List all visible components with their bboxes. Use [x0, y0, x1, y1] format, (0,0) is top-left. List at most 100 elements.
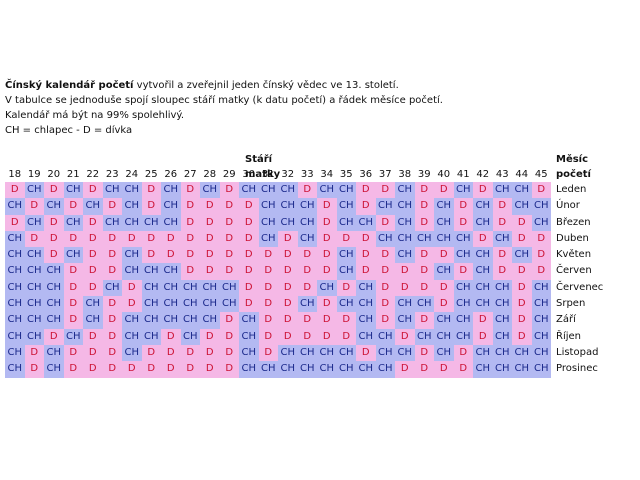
gender-cell: CH	[44, 312, 64, 329]
age-label: 20	[47, 169, 61, 180]
gender-cell: D	[336, 328, 356, 345]
gender-cell: D	[375, 312, 395, 329]
gender-cell: CH	[453, 230, 473, 248]
gender-cell: CH	[297, 296, 317, 313]
gender-cell: CH	[5, 328, 25, 345]
gender-cell: D	[317, 247, 337, 264]
gender-cell: CH	[434, 230, 454, 248]
gender-cell: CH	[473, 198, 493, 215]
gender-cell: CH	[258, 198, 278, 215]
gender-cell: D	[356, 182, 376, 199]
gender-cell: CH	[122, 263, 142, 280]
age-label: 41	[456, 169, 470, 180]
gender-cell: D	[375, 214, 395, 231]
gender-cell: D	[492, 263, 512, 280]
gender-cell: CH	[122, 182, 142, 199]
gender-cell: D	[375, 263, 395, 280]
month-label: Leden	[556, 184, 587, 195]
intro-line: V tabulce se jednoduše spojí sloupec stá…	[5, 95, 443, 106]
gender-cell: D	[102, 361, 122, 378]
gender-cell: D	[258, 312, 278, 329]
gender-cell: D	[219, 312, 239, 329]
gender-cell: CH	[473, 247, 493, 264]
gender-cell: D	[434, 279, 454, 297]
gender-cell: CH	[395, 230, 415, 248]
gender-cell: D	[239, 247, 259, 264]
gender-cell: D	[395, 361, 415, 378]
gender-cell: D	[258, 279, 278, 297]
gender-cell: CH	[356, 361, 376, 378]
gender-cell: D	[102, 312, 122, 329]
gender-cell: CH	[219, 296, 239, 313]
gender-cell: D	[102, 296, 122, 313]
gender-cell: D	[453, 198, 473, 215]
gender-cell: D	[83, 247, 103, 264]
gender-cell: D	[434, 182, 454, 199]
gender-cell: D	[219, 198, 239, 215]
gender-cell: CH	[434, 263, 454, 280]
gender-cell: CH	[336, 198, 356, 215]
gender-cell: D	[44, 247, 64, 264]
gender-cell: CH	[141, 312, 161, 329]
gender-cell: D	[395, 279, 415, 297]
gender-cell: D	[44, 230, 64, 248]
gender-cell: D	[258, 263, 278, 280]
gender-cell: CH	[297, 198, 317, 215]
gender-cell: CH	[161, 198, 181, 215]
gender-cell: CH	[219, 279, 239, 297]
gender-cell: CH	[473, 214, 493, 231]
age-label: 37	[378, 169, 392, 180]
gender-cell: CH	[5, 247, 25, 264]
gender-cell: CH	[356, 328, 376, 345]
gender-cell: D	[297, 328, 317, 345]
gender-cell: D	[278, 328, 298, 345]
gender-cell: CH	[492, 296, 512, 313]
gender-cell: CH	[83, 198, 103, 215]
gender-cell: D	[297, 247, 317, 264]
gender-cell: CH	[375, 328, 395, 345]
gender-cell: D	[200, 344, 220, 362]
gender-cell: D	[200, 361, 220, 378]
month-label: Únor	[556, 200, 580, 212]
age-label: 36	[359, 169, 373, 180]
gender-cell: CH	[414, 296, 434, 313]
gender-cell: D	[414, 247, 434, 264]
gender-cell: CH	[395, 247, 415, 264]
gender-cell: D	[83, 361, 103, 378]
age-label: 22	[86, 169, 100, 180]
gender-cell: CH	[141, 214, 161, 231]
gender-cell: D	[219, 328, 239, 345]
gender-cell: CH	[473, 279, 493, 297]
gender-cell: CH	[336, 247, 356, 264]
gender-cell: D	[278, 263, 298, 280]
gender-cell: D	[297, 263, 317, 280]
gender-cell: D	[239, 263, 259, 280]
gender-cell: D	[219, 344, 239, 362]
gender-cell: D	[180, 263, 200, 280]
gender-cell: D	[141, 230, 161, 248]
gender-cell: D	[83, 344, 103, 362]
gender-cell: D	[317, 312, 337, 329]
gender-cell: CH	[336, 182, 356, 199]
gender-cell: D	[122, 361, 142, 378]
gender-cell: CH	[395, 182, 415, 199]
gender-cell: CH	[375, 361, 395, 378]
gender-cell: CH	[453, 312, 473, 329]
gender-cell: D	[63, 344, 83, 362]
gender-cell: CH	[278, 182, 298, 199]
gender-cell: CH	[200, 312, 220, 329]
gender-cell: CH	[317, 344, 337, 362]
age-label: 42	[476, 169, 490, 180]
gender-cell: D	[512, 214, 532, 231]
gender-cell: D	[453, 344, 473, 362]
gender-cell: CH	[512, 361, 532, 378]
gender-cell: CH	[492, 230, 512, 248]
gender-cell: D	[395, 263, 415, 280]
gender-cell: CH	[122, 247, 142, 264]
gender-cell: D	[180, 230, 200, 248]
gender-cell: CH	[161, 182, 181, 199]
gender-cell: CH	[336, 296, 356, 313]
gender-cell: CH	[453, 247, 473, 264]
gender-cell: D	[434, 247, 454, 264]
gender-cell: CH	[395, 214, 415, 231]
